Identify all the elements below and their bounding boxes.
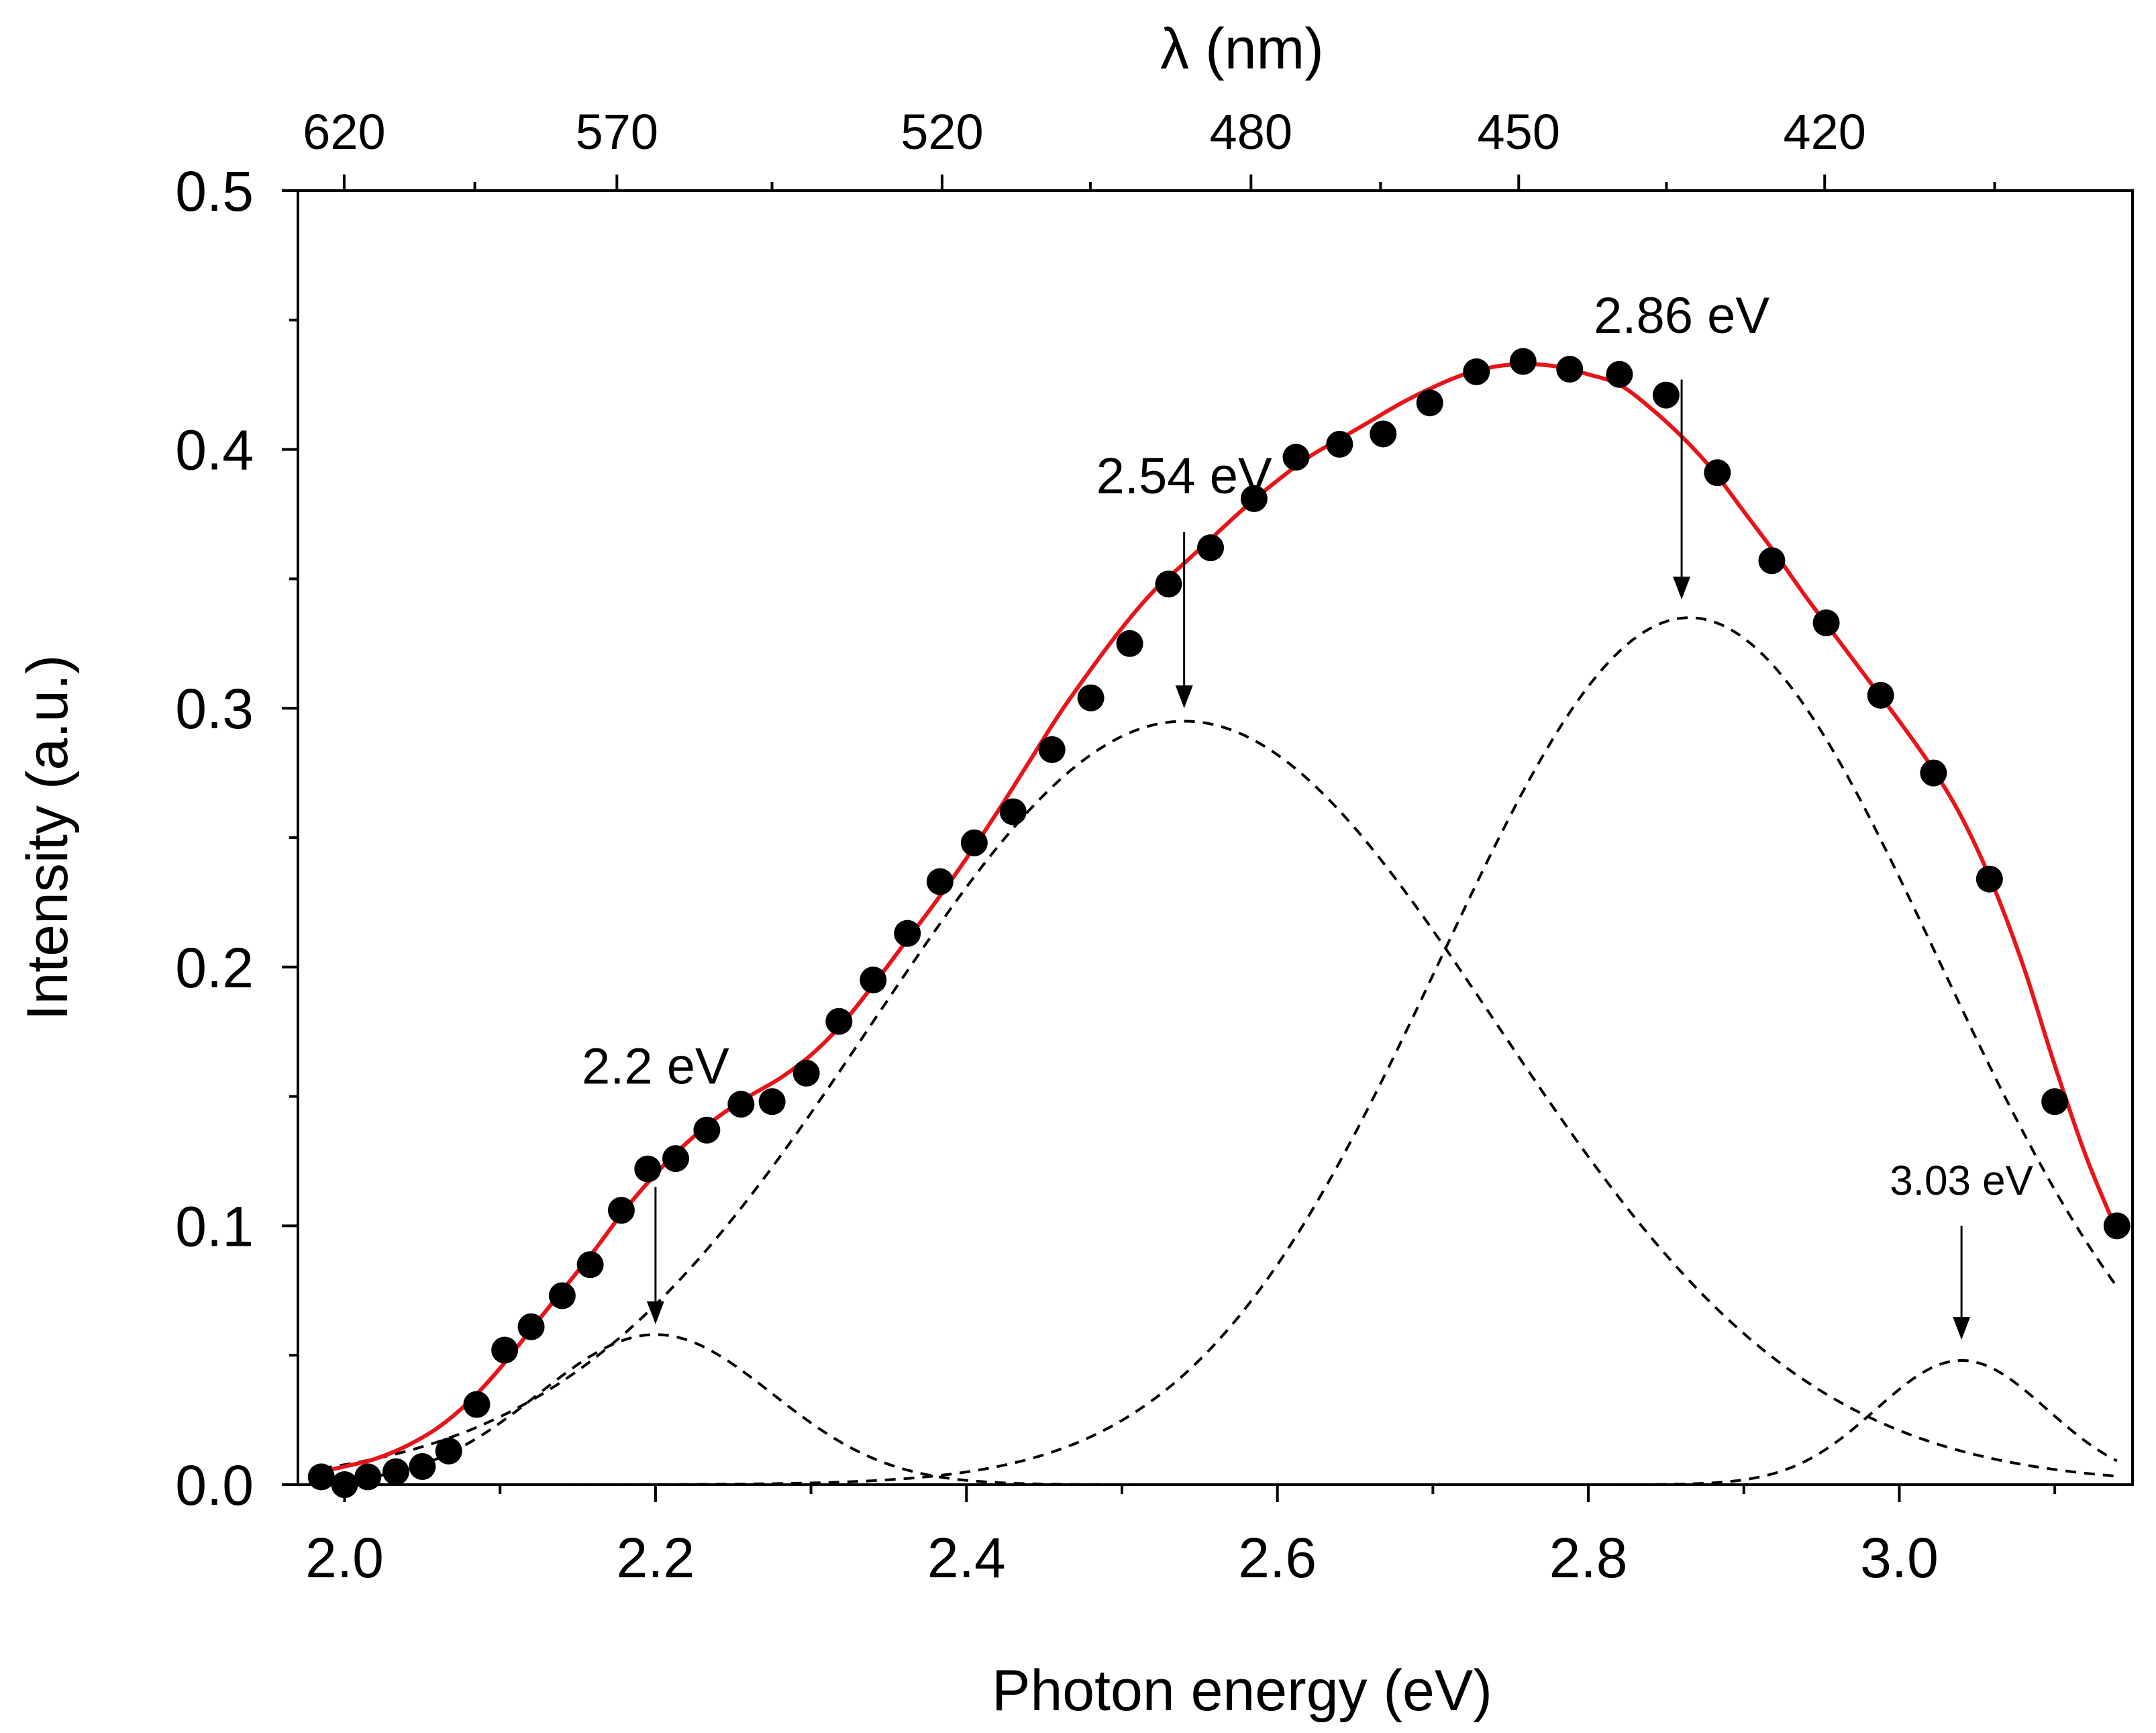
annotation-arrowhead (646, 1301, 664, 1324)
data-point (1509, 348, 1537, 375)
x-tick-label: 2.0 (305, 1526, 384, 1589)
annotation-arrowhead (1175, 685, 1193, 709)
data-point (1920, 759, 1947, 787)
data-point (1867, 681, 1894, 709)
data-point (926, 868, 954, 895)
y-tick-label: 0.5 (175, 160, 254, 223)
annotation-arrowhead (1673, 577, 1691, 600)
data-point (548, 1282, 576, 1309)
x-tick-label: 2.6 (1238, 1526, 1317, 1589)
data-point (960, 829, 988, 856)
x-tick-label: 2.4 (927, 1526, 1006, 1589)
top-tick-label: 450 (1478, 104, 1560, 160)
data-point (409, 1453, 436, 1481)
data-point (2103, 1212, 2131, 1240)
annotation-label: 2.54 eV (1096, 448, 1272, 505)
annotation-label: 2.86 eV (1594, 287, 1769, 344)
data-point (382, 1458, 409, 1485)
top-tick-label: 620 (303, 104, 385, 160)
y-tick-label: 0.2 (175, 936, 254, 999)
data-point (435, 1437, 462, 1465)
data-point (758, 1088, 786, 1116)
data-point (1463, 358, 1490, 385)
top-tick-label: 520 (901, 104, 983, 160)
data-point (1975, 865, 2003, 893)
top-tick-label: 420 (1784, 104, 1866, 160)
data-point (517, 1313, 545, 1340)
data-point (792, 1059, 820, 1087)
y-tick-label: 0.0 (175, 1454, 254, 1517)
annotation-label: 3.03 eV (1890, 1158, 2033, 1204)
data-point (1155, 571, 1182, 598)
data-point (727, 1091, 755, 1118)
x-tick-label: 2.2 (617, 1526, 695, 1589)
data-point (2041, 1088, 2069, 1116)
data-point (307, 1463, 335, 1491)
data-point (1758, 547, 1786, 575)
data-point (463, 1391, 491, 1418)
data-point (1704, 459, 1731, 487)
data-point (1282, 444, 1310, 471)
data-point (491, 1336, 519, 1364)
data-point (1416, 389, 1443, 417)
data-point (1652, 381, 1680, 409)
y-tick-label: 0.3 (175, 677, 254, 740)
data-point (825, 1007, 853, 1035)
x-tick-label: 2.8 (1549, 1526, 1628, 1589)
data-point (662, 1145, 690, 1173)
peak-annotations: 2.2 eV 2.54 eV 2.86 eV 3.03 eV (582, 287, 2034, 1340)
data-point (1077, 684, 1105, 711)
data-point (634, 1155, 662, 1183)
x-tick-label: 3.0 (1860, 1526, 1939, 1589)
y-tick-label: 0.1 (175, 1195, 254, 1258)
data-point (1326, 430, 1353, 458)
data-point (1370, 420, 1397, 448)
data-point (1038, 736, 1066, 763)
data-point (1116, 630, 1143, 657)
data-point (693, 1116, 721, 1144)
annotation-label: 2.2 eV (582, 1038, 729, 1095)
x-axis-title: Photon energy (eV) (992, 1658, 1492, 1723)
data-point (607, 1197, 635, 1224)
data-point (1812, 609, 1840, 636)
data-point (894, 920, 921, 947)
axes: 2.0 2.2 2.4 2.6 2.8 3.0 0.0 0.1 0.2 0.3 0.4 0.5 620 5… (175, 104, 2057, 1589)
data-point (1240, 485, 1268, 512)
top-axis-title: λ (nm) (1160, 17, 1324, 81)
data-point (860, 967, 887, 994)
data-point (576, 1251, 604, 1279)
annotation-arrowhead (1953, 1317, 1971, 1340)
data-point (354, 1463, 382, 1491)
y-axis-title: Intensity (a.u.) (15, 655, 80, 1021)
top-tick-label: 570 (576, 104, 658, 160)
data-point (999, 798, 1027, 826)
data-point (1197, 534, 1225, 562)
top-tick-label: 480 (1210, 104, 1292, 160)
y-tick-label: 0.4 (175, 419, 254, 482)
data-point (1606, 360, 1633, 388)
data-point (1556, 356, 1584, 383)
